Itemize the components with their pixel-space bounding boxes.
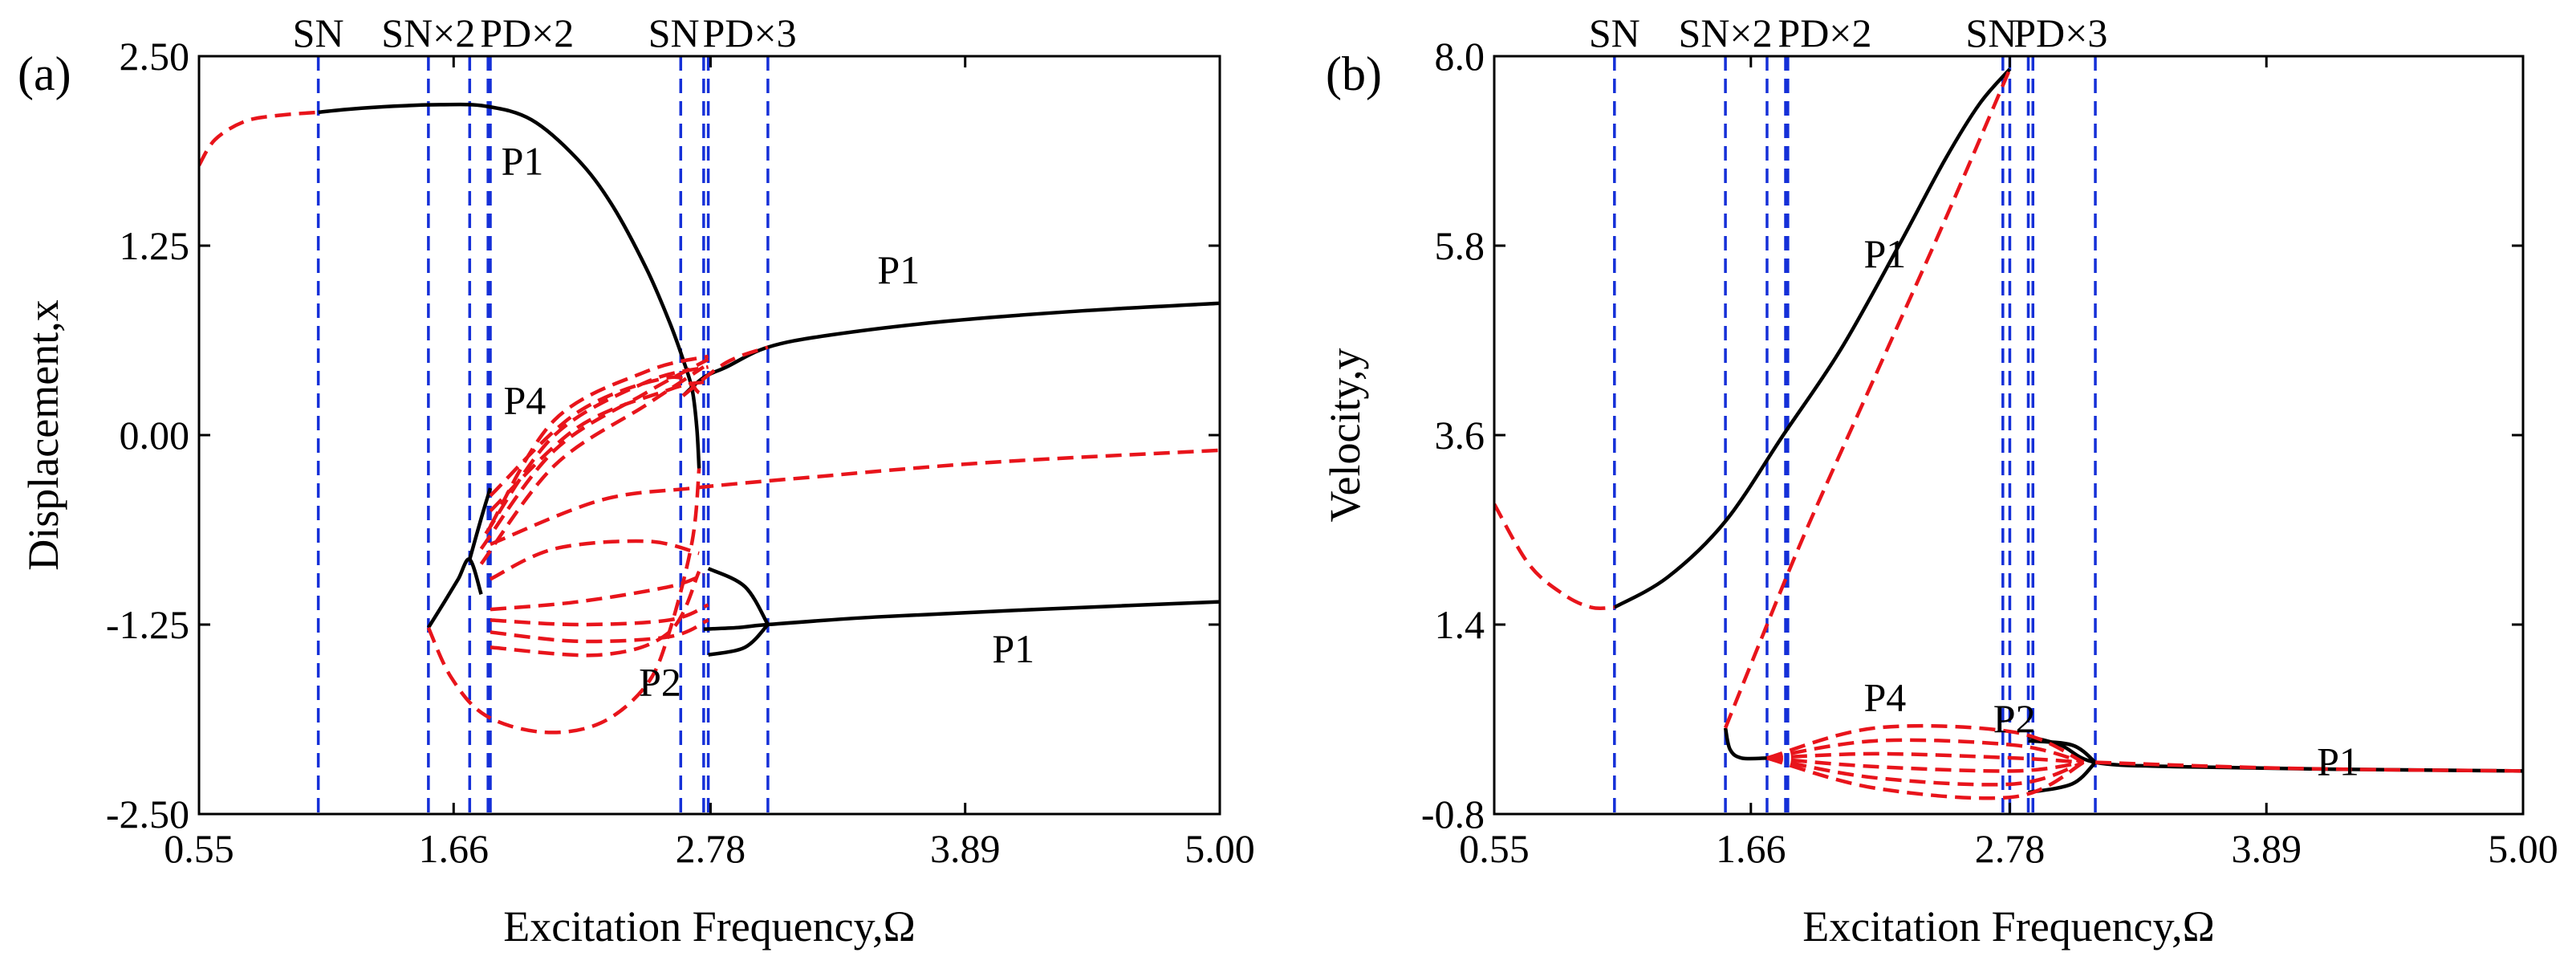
series-line-unstable xyxy=(1766,756,2085,787)
series-line-unstable xyxy=(490,448,1220,547)
y-tick-label: -0.8 xyxy=(1421,792,1485,837)
branch-label: P4 xyxy=(503,378,546,423)
series-line-unstable xyxy=(490,570,701,657)
branch-label: P2 xyxy=(639,660,681,705)
x-tick-label: 5.00 xyxy=(1184,826,1255,871)
y-tick-label: 1.25 xyxy=(120,223,190,268)
series-line-unstable xyxy=(479,357,709,550)
x-tick-label: 1.66 xyxy=(419,826,490,871)
bifurcation-label: SN xyxy=(1589,10,1640,55)
y-axis-label: Velocity,y xyxy=(1321,348,1369,523)
series-line-unstable xyxy=(199,110,319,167)
x-tick-label: 5.00 xyxy=(2488,826,2558,871)
y-tick-label: 0.00 xyxy=(120,413,190,458)
series-line-unstable xyxy=(1766,723,2085,764)
series-line-stable xyxy=(426,557,483,629)
series-line-stable xyxy=(708,623,770,657)
series-line-unstable xyxy=(490,572,705,612)
y-tick-label: 2.50 xyxy=(120,34,190,79)
series-line-unstable xyxy=(489,375,701,498)
branch-label: P1 xyxy=(992,626,1034,671)
series-line-unstable xyxy=(490,539,700,581)
x-tick-label: 0.55 xyxy=(1459,826,1530,871)
series-line-unstable xyxy=(484,364,709,535)
series-line-stable xyxy=(1723,727,1767,761)
y-tick-label: 5.8 xyxy=(1435,223,1485,268)
series-line-stable xyxy=(681,301,1220,397)
x-tick-label: 3.89 xyxy=(2231,826,2302,871)
branch-label: P1 xyxy=(502,138,544,183)
series-line-unstable xyxy=(490,603,709,627)
series-line-unstable xyxy=(1766,751,2084,764)
y-tick-label: -1.25 xyxy=(106,602,189,647)
series-line-unstable xyxy=(1494,503,1615,610)
bifurcation-label: SN xyxy=(293,10,344,55)
series-line-unstable xyxy=(489,380,705,513)
y-tick-label: 3.6 xyxy=(1435,413,1485,458)
x-tick-label: 2.78 xyxy=(676,826,746,871)
series-line-unstable xyxy=(479,365,705,565)
x-axis-label: Excitation Frequency,Ω xyxy=(503,902,915,951)
panel-label: (b) xyxy=(1326,47,1382,100)
bifurcation-label: PD×3 xyxy=(702,10,796,55)
branch-label: P1 xyxy=(877,247,920,292)
series-line-unstable xyxy=(681,345,769,397)
bifurcation-label: SN xyxy=(1965,10,2017,55)
branch-label: P4 xyxy=(1863,674,1906,719)
chart-panel-b: 0.55 1.66 2.78 3.89 5.00 8.0 5.8 3.6 1.4 -0.8 Exci… xyxy=(1321,10,2558,951)
bifurcation-label: PD×2 xyxy=(480,10,574,55)
x-axis-label: Excitation Frequency,Ω xyxy=(1802,902,2214,951)
series-line-unstable xyxy=(490,618,709,644)
series-line-stable xyxy=(707,567,770,626)
series-line-stable xyxy=(703,600,1220,631)
branch-label: P1 xyxy=(2317,739,2359,784)
series-line-unstable xyxy=(1766,756,2084,773)
series-group xyxy=(199,102,1220,735)
series-line-unstable xyxy=(2095,760,2523,773)
y-tick-label: 1.4 xyxy=(1435,602,1485,647)
y-tick-label: -2.50 xyxy=(106,792,189,837)
x-tick-label: 2.78 xyxy=(1975,826,2046,871)
series-line-unstable xyxy=(1766,756,2085,800)
series-line-unstable xyxy=(426,468,701,735)
y-tick-label: 8.0 xyxy=(1435,34,1485,79)
chart-panel-a: 0.55 1.66 2.78 3.89 5.00 2.50 1.25 0.00 -1.25 -2.… xyxy=(18,10,1255,951)
bifurcation-label: SN xyxy=(648,10,700,55)
branch-label: P1 xyxy=(1863,231,1906,276)
series-line-unstable xyxy=(1766,738,2085,764)
series-line-stable xyxy=(2028,739,2097,764)
bifurcation-label: SN×2 xyxy=(381,10,475,55)
series-line-stable xyxy=(468,487,493,560)
y-axis-label: Displacement,x xyxy=(19,299,67,570)
bifurcation-label: SN×2 xyxy=(1679,10,1773,55)
bifurcation-label: PD×3 xyxy=(2013,10,2107,55)
branch-label: P2 xyxy=(1993,696,2036,741)
bifurcation-label: PD×2 xyxy=(1778,10,1871,55)
x-tick-label: 0.55 xyxy=(164,826,234,871)
x-tick-label: 3.89 xyxy=(930,826,1001,871)
series-group xyxy=(1494,67,2523,800)
series-line-unstable xyxy=(1724,68,2012,729)
series-line-stable xyxy=(2027,735,2523,773)
x-tick-label: 1.66 xyxy=(1716,826,1786,871)
panel-label: (a) xyxy=(18,47,71,100)
series-line-stable xyxy=(1613,67,2012,609)
